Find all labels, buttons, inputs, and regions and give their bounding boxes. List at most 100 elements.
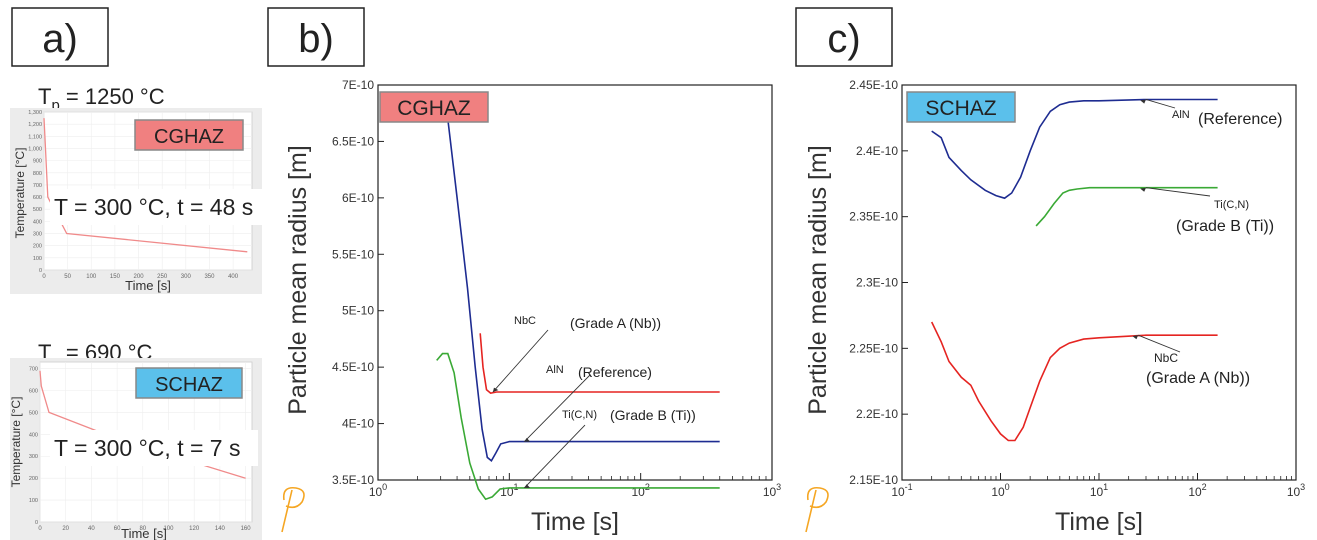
annotation-label: NbC (514, 315, 536, 327)
series-line-nbc (930, 321, 1218, 442)
thermal-top-annotation-bg (50, 189, 262, 225)
ytick-label: 1,200 (28, 122, 42, 128)
annotation-arrowhead (1140, 99, 1146, 104)
annotation-label: NbC (1154, 351, 1178, 365)
annotation-note: (Grade B (Ti)) (610, 407, 696, 423)
annotation-note: (Grade A (Nb)) (570, 315, 661, 331)
chart-b-badge (379, 91, 489, 123)
chart-b-series (436, 118, 720, 501)
thermal-bottom-xlabel: Time [s] (121, 526, 167, 540)
chart-b-badge-text: CGHAZ (397, 97, 471, 120)
xtick-label: 101 (500, 482, 518, 499)
xtick-label: 300 (181, 274, 192, 280)
xtick-label: 100 (163, 526, 174, 532)
xtick-label: 120 (189, 526, 200, 532)
xtick-label: 10-1 (891, 482, 912, 499)
ytick-label: 2.25E-10 (849, 341, 898, 355)
annotation-label: Ti(C,N) (562, 409, 597, 421)
annotation-label: AlN (546, 364, 564, 376)
series-line-aln (931, 98, 1218, 200)
ytick-label: 500 (29, 410, 38, 416)
ytick-label: 700 (33, 183, 42, 189)
thermal-top-xlabel: Time [s] (125, 278, 171, 293)
xtick-label: 100 (991, 482, 1009, 499)
chart-c: 2.15E-10 2.2E-10 2.25E-10 2.3E-10 2.35E-10 2.… (804, 78, 1305, 536)
thermal-top: Tp = 1250 °C 010020030040050060070080090… (10, 84, 262, 294)
ytick-label: 3.5E-10 (332, 473, 374, 487)
panel-c-label-text: c) (827, 17, 860, 61)
annotation-label: Ti(C,N) (1214, 199, 1249, 211)
thermal-top-peak: Tp = 1250 °C (38, 84, 165, 114)
xtick-label: 102 (631, 482, 649, 499)
thermal-bottom-annotation-bg (50, 430, 258, 466)
panel-b-label: b) (267, 7, 365, 67)
thermal-bottom-ylabel: Temperature [°C] (9, 397, 23, 488)
chart-b-ylabel: Particle mean radius [m] (284, 145, 312, 415)
thermal-top-yticks: 0 100 200 300 400 500 600 700 800 900 1,000 1,100 1,… (28, 110, 42, 274)
annotation-label: AlN (1172, 109, 1190, 121)
ytick-label: 2.4E-10 (856, 144, 898, 158)
annotation-arrowhead (524, 484, 531, 488)
chart-c-xlabel: Time [s] (1055, 508, 1143, 536)
xtick-label: 200 (134, 274, 145, 280)
annotation-leader (523, 374, 591, 442)
ytick-label: 300 (29, 454, 38, 460)
annotation-note: (Grade A (Nb)) (1146, 370, 1250, 387)
ytick-label: 1,100 (28, 134, 42, 140)
panel-a-label: a) (11, 7, 109, 67)
ytick-label: 0 (39, 268, 42, 274)
annotation-note: (Reference) (578, 364, 652, 380)
chart-c-xticks: 10-1 100 101 102 103 (891, 473, 1305, 499)
thermal-bottom-badge-text: SCHAZ (155, 374, 223, 396)
ytick-label: 200 (33, 244, 42, 250)
ytick-label: 400 (33, 219, 42, 225)
annotation-arrowhead (524, 437, 531, 442)
ytick-label: 900 (33, 159, 42, 165)
annotation-note: (Grade B (Ti)) (1176, 218, 1274, 235)
xtick-label: 80 (139, 526, 146, 532)
ytick-label: 1,300 (28, 110, 42, 116)
ytick-label: 600 (29, 388, 38, 394)
ytick-label: 2.35E-10 (849, 210, 898, 224)
annotation-arrowhead (1132, 335, 1139, 340)
xtick-label: 160 (241, 526, 252, 532)
thermal-top-badge-text: CGHAZ (154, 126, 224, 148)
ytick-label: 400 (29, 432, 38, 438)
panel-a-label-text: a) (42, 17, 78, 61)
panel-c-label: c) (795, 7, 893, 67)
xtick-label: 100 (86, 274, 97, 280)
annotation-leader (1145, 187, 1211, 197)
chart-b-frame (377, 84, 773, 481)
xtick-label: 20 (62, 526, 69, 532)
series-line-ticn (1035, 186, 1218, 227)
thermal-bottom-yticks: 0 100 200 300 400 500 600 700 (29, 367, 38, 526)
ytick-label: 600 (33, 195, 42, 201)
thermal-top-xticks: 0 50 100 150 200 250 300 350 400 (42, 274, 238, 280)
ytick-label: 500 (33, 207, 42, 213)
ytick-label: 6.5E-10 (332, 134, 374, 148)
chart-c-badge-text: SCHAZ (925, 97, 996, 120)
chart-c-series (930, 98, 1218, 442)
ytick-label: 200 (29, 476, 38, 482)
annotation-leader (1138, 334, 1181, 353)
annotation-arrowhead (1140, 187, 1146, 192)
xtick-label: 150 (110, 274, 121, 280)
xtick-label: 0 (42, 274, 46, 280)
ytick-label: 4.5E-10 (332, 360, 374, 374)
chart-b-yticks: 3.5E-10 4E-10 4.5E-10 5E-10 5.5E-10 6E-10 6.5E… (332, 78, 384, 487)
annotation-note: (Reference) (1198, 111, 1282, 128)
ytick-label: 7E-10 (342, 78, 374, 92)
ytick-label: 2.15E-10 (849, 473, 898, 487)
xtick-label: 140 (215, 526, 226, 532)
annotation-leader (523, 424, 586, 489)
ytick-label: 0 (35, 520, 38, 526)
xtick-label: 50 (64, 274, 71, 280)
ytick-label: 2.3E-10 (856, 276, 898, 290)
ytick-label: 6E-10 (342, 191, 374, 205)
xtick-label: 102 (1188, 482, 1206, 499)
xtick-label: 60 (114, 526, 121, 532)
ytick-label: 5.5E-10 (332, 247, 374, 261)
ytick-label: 300 (33, 232, 42, 238)
